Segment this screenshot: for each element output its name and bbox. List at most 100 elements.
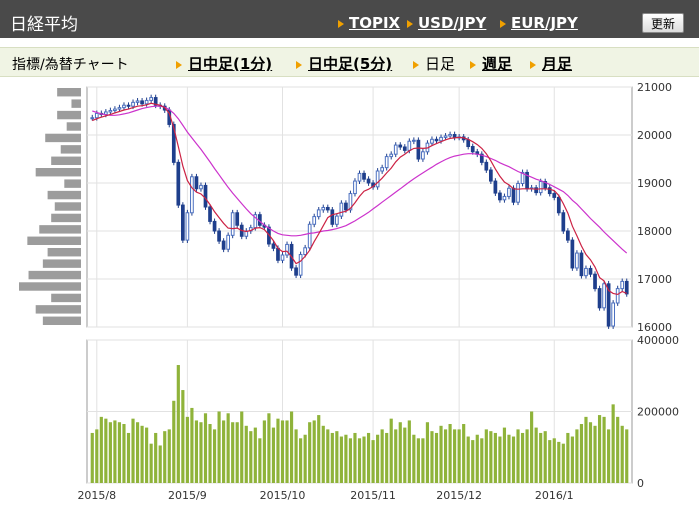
volume-bar [430,431,434,483]
tab-daily: 日足 [413,53,455,74]
volume-bar [199,422,203,483]
price-profile-bar [60,145,81,154]
volume-bar [480,438,484,483]
candle [221,240,226,250]
tab-monthly-label: 月足 [542,55,573,73]
candle [538,181,543,194]
candle [312,216,317,225]
volume-bar [335,431,339,483]
header-bar: 日経平均 TOPIX USD/JPY EUR/JPY 更新 [0,0,699,38]
candle [593,273,597,290]
volume-bar [602,416,606,483]
volume-bar [439,425,443,483]
volume-bar [126,432,131,483]
volume-bar [321,425,325,483]
link-usdjpy-label: USD/JPY [418,14,487,32]
volume-bar [407,420,411,483]
price-profile-bar [57,88,81,97]
volume-bar [299,438,303,483]
candle [448,134,452,137]
candle [334,215,339,225]
candle [303,247,308,256]
candle [502,195,507,201]
price-tick-label: 17000 [637,273,672,286]
candle [94,112,99,119]
volume-bar [330,432,334,483]
candle [140,100,144,105]
volume-bar [176,365,180,483]
candle [407,140,412,151]
volume-bar [253,427,257,483]
tab-intraday-5min[interactable]: 日中足(5分) [296,53,392,74]
volume-bar [552,438,556,483]
tab-intraday-1min-label: 日中足(1分) [188,55,273,73]
candle [321,206,326,211]
candle [615,288,620,304]
volume-bar [203,413,208,483]
volume-bar [362,436,366,483]
price-profile-bar [51,293,81,303]
price-profile-bar [64,179,81,188]
candle [588,267,593,275]
date-tick-label: 2016/1 [535,489,574,502]
candle [135,100,140,103]
volume-bar [575,429,579,483]
candle [393,144,398,155]
volume-bar [412,434,416,483]
tab-intraday-1min[interactable]: 日中足(1分) [176,53,272,74]
tab-monthly[interactable]: 月足 [530,53,572,74]
volume-bar [484,429,488,483]
volume-bar [548,440,552,483]
volume-bar [539,432,543,483]
moving-average-short [92,102,627,296]
candle [366,178,371,184]
volume-bar [140,425,144,483]
candle [153,97,158,106]
candle [556,196,561,214]
candle [466,139,471,148]
volume-bar [525,429,529,483]
link-topix[interactable]: TOPIX [338,14,400,32]
candle [561,212,566,232]
candle [357,172,362,182]
candle [131,101,135,107]
volume-bar [516,429,520,483]
candle [113,108,117,112]
volume-bar [185,416,189,483]
candle [402,146,407,151]
candle [479,153,484,163]
tab-weekly[interactable]: 週足 [470,53,512,74]
volume-bar [104,418,108,483]
candle [344,202,348,211]
volume-bar [597,415,602,483]
candle [421,151,425,160]
volume-bar [158,445,162,483]
volume-bar [244,425,248,483]
volume-bar [267,413,271,483]
volume-bar [348,438,353,483]
candle [185,212,190,241]
volume-bar [217,411,221,483]
refresh-button[interactable]: 更新 [642,13,684,33]
candle [353,180,357,195]
volume-bar [167,429,171,483]
volume-bar [520,432,525,483]
volume-bar [90,432,94,483]
price-profile-bar [51,156,81,165]
date-tick-label: 2015/9 [168,489,207,502]
date-tick-label: 2015/10 [260,489,306,502]
candle [624,280,629,295]
candle [507,187,511,197]
link-eurjpy-label: EUR/JPY [511,14,578,32]
candle [552,193,557,198]
arrow-icon [413,60,419,69]
link-usdjpy[interactable]: USD/JPY [407,14,486,32]
volume-bar [394,429,398,483]
candle [570,239,575,269]
volume-bar [588,422,593,483]
volume-bar [145,427,149,483]
link-eurjpy[interactable]: EUR/JPY [500,14,578,32]
candle [520,171,525,184]
arrow-icon [407,19,413,28]
